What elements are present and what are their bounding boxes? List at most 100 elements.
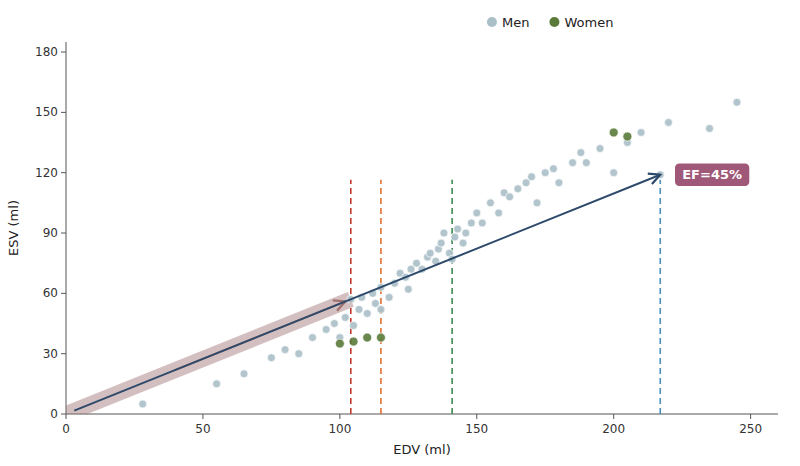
y-tick (61, 293, 66, 294)
y-tick-label: 90 (43, 226, 58, 240)
point (533, 199, 541, 207)
x-tick (613, 414, 614, 419)
point (637, 128, 645, 136)
y-axis-line (66, 42, 67, 414)
x-tick (202, 414, 203, 419)
point (341, 313, 349, 321)
point (495, 209, 503, 217)
x-tick-label: 50 (195, 422, 210, 436)
point (486, 199, 494, 207)
point (514, 185, 522, 193)
point (437, 239, 445, 247)
point (240, 370, 248, 378)
point (350, 322, 358, 330)
point (596, 145, 604, 153)
y-tick (61, 172, 66, 173)
legend-swatch (487, 17, 497, 27)
y-axis-label: ESV (ml) (6, 200, 21, 256)
point (335, 339, 344, 348)
point (549, 165, 557, 173)
point (440, 229, 448, 237)
point (528, 173, 536, 181)
point (349, 337, 358, 346)
point (467, 219, 475, 227)
reference-line (659, 180, 661, 414)
point (541, 169, 549, 177)
point (623, 132, 632, 141)
point (506, 193, 514, 201)
y-tick (61, 233, 66, 234)
x-tick-label: 150 (465, 422, 488, 436)
point (577, 149, 585, 157)
x-tick (339, 414, 340, 419)
point (478, 219, 486, 227)
point (462, 229, 470, 237)
x-tick (476, 414, 477, 419)
y-tick (61, 414, 66, 415)
axes: 0 50 100 150 200 250 0 30 60 90 120 150 180 (35, 42, 778, 436)
y-tick (61, 52, 66, 53)
point (363, 309, 371, 317)
y-tick (61, 112, 66, 113)
point (267, 354, 275, 362)
x-tick-label: 250 (739, 422, 762, 436)
point (473, 209, 481, 217)
legend-label: Women (564, 15, 613, 30)
reference-line (380, 180, 382, 414)
x-tick (66, 414, 67, 419)
point (664, 118, 672, 126)
point (377, 305, 385, 313)
point (385, 293, 393, 301)
point (454, 225, 462, 233)
x-tick-label: 0 (62, 422, 70, 436)
legend-item: Women (549, 15, 613, 30)
point (610, 169, 618, 177)
annotation: EF=45% (674, 163, 750, 187)
y-tick-label: 150 (35, 105, 58, 119)
point (426, 249, 434, 257)
point (609, 128, 618, 137)
plot-area (66, 98, 741, 414)
x-axis-line (66, 414, 778, 415)
x-axis-label: EDV (ml) (393, 442, 450, 457)
point (569, 159, 577, 167)
x-tick-label: 100 (328, 422, 351, 436)
point (363, 333, 372, 342)
annotation-text: EF=45% (682, 167, 742, 182)
chart: 0 50 100 150 200 250 0 30 60 90 120 150 180 EDV (ml) E… (0, 0, 800, 466)
point (330, 320, 338, 328)
legend-label: Men (502, 15, 529, 30)
y-tick-label: 120 (35, 166, 58, 180)
x-tick-label: 200 (602, 422, 625, 436)
point (582, 159, 590, 167)
point (706, 124, 714, 132)
annotation-labels: EF=45% (674, 163, 750, 187)
arrow (74, 175, 660, 411)
y-tick-label: 0 (50, 407, 58, 421)
y-tick (61, 353, 66, 354)
point (376, 333, 385, 342)
y-tick-label: 180 (35, 45, 58, 59)
point (404, 285, 412, 293)
x-tick (750, 414, 751, 419)
point (459, 239, 467, 247)
point (355, 305, 363, 313)
legend-swatch (549, 17, 559, 27)
point (295, 350, 303, 358)
reference-line (451, 180, 453, 414)
point (213, 380, 221, 388)
y-tick-label: 60 (43, 286, 58, 300)
point (451, 233, 459, 241)
point (281, 346, 289, 354)
legend: Men Women (487, 15, 613, 30)
point (322, 326, 330, 334)
point (139, 400, 147, 408)
series-men (139, 98, 741, 408)
annotation-box (674, 163, 750, 187)
legend-item: Men (487, 15, 529, 30)
point (308, 334, 316, 342)
y-tick-label: 30 (43, 347, 58, 361)
point (555, 179, 563, 187)
point (733, 98, 741, 106)
series-women (335, 128, 632, 348)
